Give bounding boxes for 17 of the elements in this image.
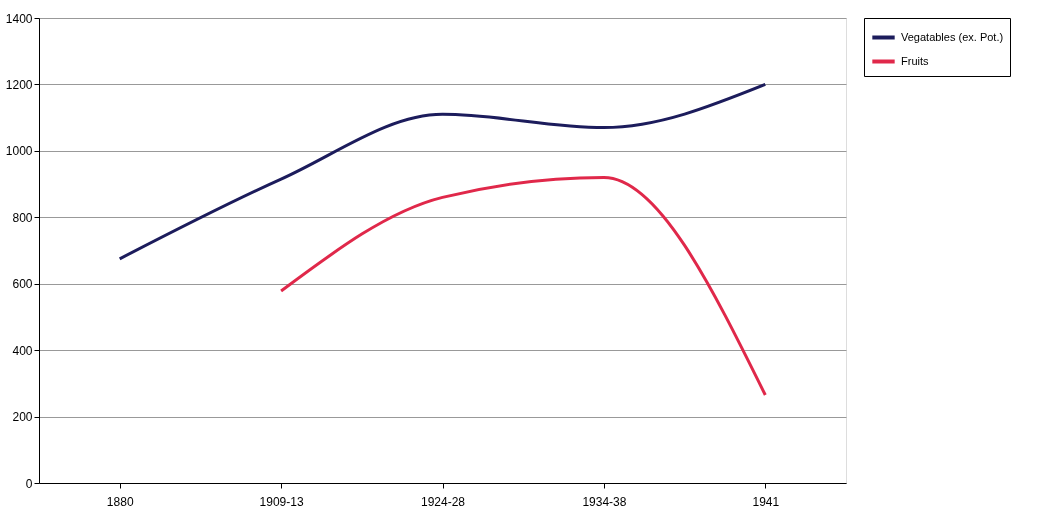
x-tick-label: 1934-38 xyxy=(582,494,627,509)
x-tick-label: 1880 xyxy=(106,494,134,509)
y-tick-label: 1400 xyxy=(5,11,33,26)
y-tick-label: 0 xyxy=(25,476,33,491)
line-series xyxy=(118,82,767,261)
y-tick-label: 1000 xyxy=(5,144,33,159)
y-tick-label: 200 xyxy=(12,410,33,425)
y-tick-label: 800 xyxy=(12,210,33,225)
x-tick-label: 1941 xyxy=(752,494,780,509)
x-tick-label: 1909-13 xyxy=(259,494,304,509)
y-tick-label: 400 xyxy=(12,343,33,358)
legend-label: Fruits xyxy=(901,54,929,67)
y-tick-label: 600 xyxy=(12,277,33,292)
legend-label: Vegatables (ex. Pot.) xyxy=(901,30,1004,43)
line-series xyxy=(279,175,767,397)
y-tick-label: 1200 xyxy=(5,77,33,92)
x-tick-label: 1924-28 xyxy=(420,494,466,509)
